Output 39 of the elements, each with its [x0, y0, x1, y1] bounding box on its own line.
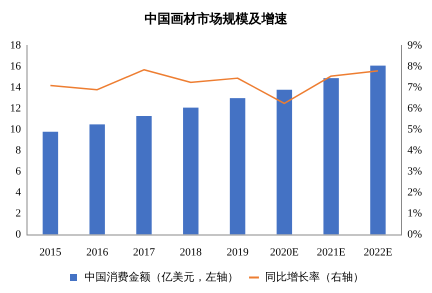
y2-tick-label: 1% [407, 208, 422, 220]
y2-tick-label: 0% [407, 228, 422, 241]
x-tick-label: 2016 [86, 246, 109, 258]
y2-tick-label: 9% [407, 39, 422, 52]
y2-tick-label: 5% [407, 124, 422, 136]
y2-tick-label: 3% [407, 166, 422, 178]
y-tick-label: 4 [16, 186, 22, 199]
y2-tick-label: 2% [407, 186, 422, 199]
y-tick-label: 10 [10, 124, 22, 136]
x-tick-label: 2017 [132, 246, 156, 258]
y2-tick-label: 8% [407, 60, 422, 73]
x-tick-label: 2019 [226, 246, 250, 258]
y-tick-label: 0 [16, 228, 22, 241]
chart-title: 中国画材市场规模及增速 [144, 11, 288, 26]
x-tick-label: 2022E [364, 246, 393, 258]
y-tick-label: 16 [10, 60, 22, 73]
legend-label: 中国消费金额（亿美元，左轴） [84, 270, 238, 284]
bar [89, 124, 105, 234]
bar [323, 78, 339, 234]
y-tick-label: 14 [10, 82, 22, 94]
legend-label: 同比增长率（右轴） [265, 270, 364, 284]
bar [230, 98, 246, 234]
bar [370, 66, 386, 234]
y2-tick-label: 6% [407, 102, 422, 115]
y-tick-label: 8 [16, 144, 22, 157]
x-tick-label: 2021E [316, 246, 346, 258]
bar [136, 116, 152, 234]
x-tick-label: 2020E [270, 246, 299, 258]
y2-tick-label: 7% [407, 82, 422, 94]
y-tick-label: 12 [10, 102, 21, 115]
x-tick-label: 2015 [39, 246, 62, 258]
bar [276, 90, 292, 234]
bar [183, 108, 198, 234]
x-tick-label: 2018 [180, 246, 202, 258]
y-tick-label: 18 [10, 39, 22, 52]
bar [42, 132, 58, 234]
y-tick-label: 2 [16, 208, 21, 220]
y2-tick-label: 4% [407, 144, 422, 157]
y-tick-label: 6 [16, 166, 22, 178]
